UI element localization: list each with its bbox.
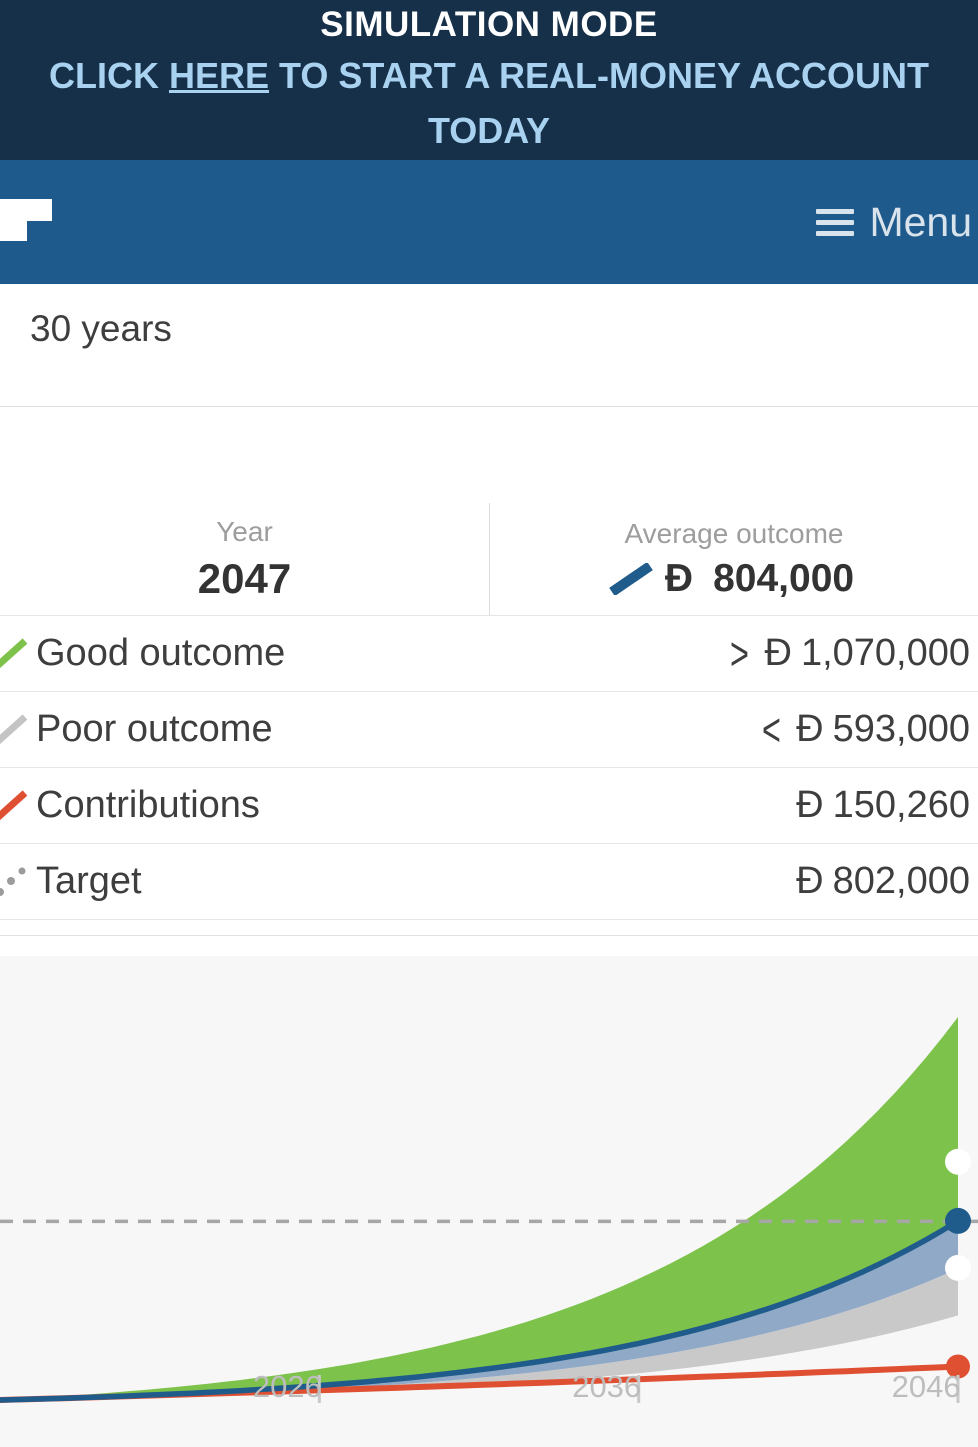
row-value: < Đ 593,000 bbox=[761, 702, 970, 755]
year-column: Year 2047 bbox=[0, 503, 489, 615]
less-than-icon: < bbox=[762, 702, 782, 756]
spacer bbox=[0, 407, 978, 503]
good-outcome-range-band bbox=[0, 1017, 958, 1400]
menu-label: Menu bbox=[869, 198, 972, 245]
average-amount: 804,000 bbox=[713, 556, 855, 600]
stats-header: Year 2047 Average outcome Đ 804,000 bbox=[0, 503, 978, 615]
row-value: Đ 150,260 bbox=[796, 784, 970, 827]
x-axis-label: 2046 bbox=[892, 1369, 961, 1404]
row-label: Target bbox=[36, 860, 142, 902]
menu-button[interactable]: Menu bbox=[816, 199, 972, 246]
amount: 802,000 bbox=[832, 860, 970, 902]
amount: 150,260 bbox=[832, 784, 970, 826]
app-header: Menu bbox=[0, 160, 978, 284]
row-label: Contributions bbox=[36, 784, 260, 826]
good-outcome-marker[interactable] bbox=[945, 1148, 971, 1175]
duration-value: 30 years bbox=[30, 308, 172, 349]
hamburger-icon bbox=[816, 208, 855, 236]
cta-text-post: TO START A REAL-MONEY ACCOUNT TODAY bbox=[269, 55, 930, 151]
stat-row-contributions: Contributions Đ 150,260 bbox=[0, 767, 978, 843]
poor-outcome-line-icon bbox=[0, 713, 28, 744]
row-value: Đ 802,000 bbox=[796, 860, 970, 903]
section-divider bbox=[0, 920, 978, 956]
row-value: > Đ 1,070,000 bbox=[729, 626, 970, 679]
year-value: 2047 bbox=[197, 554, 292, 602]
average-currency-symbol: Đ bbox=[664, 556, 694, 600]
stat-row-poor-outcome: Poor outcome < Đ 593,000 bbox=[0, 691, 978, 767]
year-label: Year bbox=[216, 515, 273, 547]
amount: 593,000 bbox=[832, 708, 970, 750]
currency-symbol: Đ bbox=[764, 632, 792, 674]
x-axis-label: 2036 bbox=[572, 1369, 641, 1404]
simulation-mode-title: SIMULATION MODE bbox=[320, 5, 658, 44]
poor-outcome-range-band bbox=[0, 1268, 958, 1400]
contributions-line-icon bbox=[0, 789, 28, 820]
target-dotted-line-icon bbox=[0, 867, 26, 896]
here-link[interactable]: HERE bbox=[168, 55, 270, 96]
average-outcome-marker[interactable] bbox=[945, 1207, 971, 1234]
duration-section: 30 years bbox=[0, 284, 978, 407]
brand-logo bbox=[0, 199, 52, 241]
real-money-cta: CLICK HERE TO START A REAL-MONEY ACCOUNT… bbox=[0, 48, 978, 158]
stat-row-good-outcome: Good outcome > Đ 1,070,000 bbox=[0, 615, 978, 691]
row-label: Poor outcome bbox=[36, 708, 273, 750]
average-outcome-line bbox=[0, 1218, 961, 1403]
good-outcome-line-icon bbox=[0, 637, 28, 668]
contributions-marker[interactable] bbox=[946, 1354, 970, 1379]
currency-symbol: Đ bbox=[796, 708, 824, 750]
average-line-icon bbox=[609, 562, 653, 595]
projection-chart: 2026 2036 2046 bbox=[0, 956, 978, 1447]
chart-canvas[interactable]: 2026 2036 2046 bbox=[0, 956, 978, 1447]
amount: 1,070,000 bbox=[800, 632, 970, 674]
poor-outcome-marker[interactable] bbox=[945, 1254, 971, 1281]
simulation-banner: SIMULATION MODE CLICK HERE TO START A RE… bbox=[0, 0, 978, 160]
average-outcome-value: Đ 804,000 bbox=[609, 556, 855, 601]
row-label: Good outcome bbox=[36, 632, 286, 674]
average-outcome-label: Average outcome bbox=[624, 517, 844, 549]
currency-symbol: Đ bbox=[796, 784, 824, 826]
greater-than-icon: > bbox=[730, 626, 750, 680]
currency-symbol: Đ bbox=[796, 860, 824, 902]
x-axis-label: 2026 bbox=[253, 1369, 322, 1404]
outcome-summary-panel: Year 2047 Average outcome Đ 804,000 Good … bbox=[0, 503, 978, 920]
average-outcome-column: Average outcome Đ 804,000 bbox=[489, 503, 978, 615]
cta-text-pre: CLICK bbox=[48, 55, 169, 96]
stat-row-target: Target Đ 802,000 bbox=[0, 843, 978, 919]
